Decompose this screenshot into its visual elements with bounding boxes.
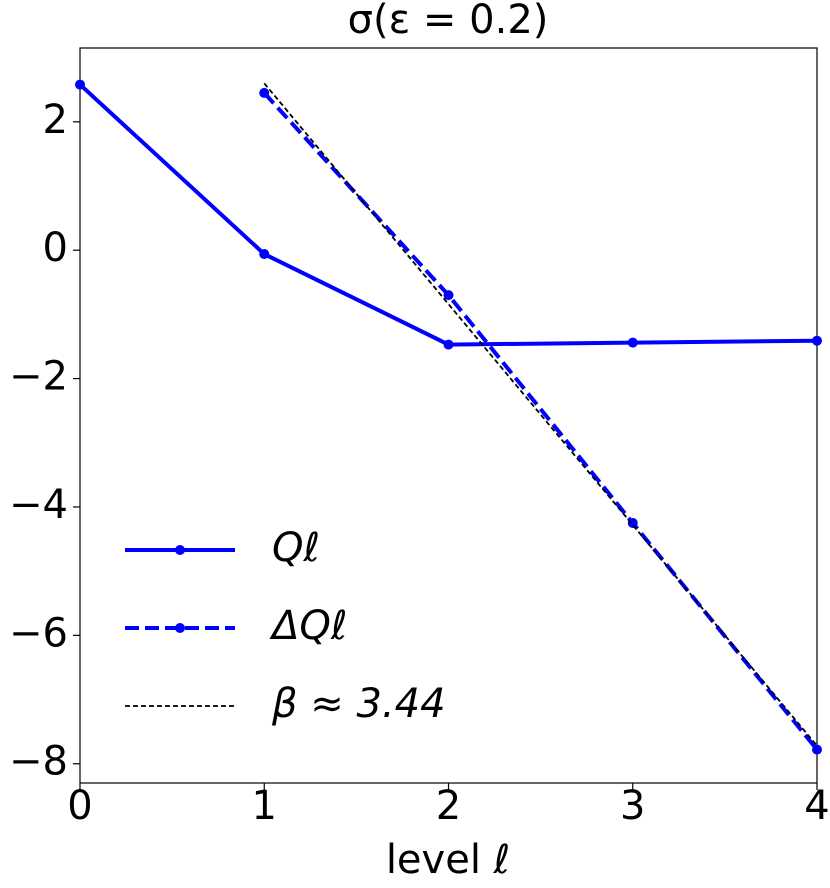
y-tick-label: −8: [9, 739, 68, 785]
series-line: [262, 91, 819, 751]
point: [443, 290, 454, 301]
legend-marker: [175, 545, 185, 555]
legend-label: ΔQℓ: [269, 603, 347, 649]
y-tick-label: −2: [9, 354, 68, 400]
y-tick-label: 2: [43, 97, 68, 143]
x-axis-label: level ℓ: [386, 837, 510, 883]
point: [259, 249, 270, 260]
point: [443, 339, 454, 350]
legend-marker: [175, 623, 185, 633]
y-tick-label: −6: [9, 610, 68, 656]
y-tick-label: −4: [9, 482, 68, 528]
y-tick-label: 0: [43, 225, 68, 271]
point: [812, 335, 822, 346]
plot-frame: [79, 47, 818, 784]
x-tick-label: 4: [804, 783, 829, 829]
x-tick-label: 0: [67, 783, 92, 829]
series-line: [78, 83, 818, 347]
point: [627, 337, 638, 348]
legend-label: Qℓ: [272, 525, 320, 571]
point: [627, 518, 638, 529]
point: [75, 79, 85, 90]
chart-title: σ(ε = 0.2): [348, 0, 549, 43]
x-tick-label: 3: [620, 783, 645, 829]
point: [259, 87, 270, 98]
point: [812, 744, 822, 755]
x-tick-label: 2: [436, 783, 461, 829]
legend-label: β ≈ 3.44: [271, 681, 446, 727]
x-tick-label: 1: [252, 783, 277, 829]
